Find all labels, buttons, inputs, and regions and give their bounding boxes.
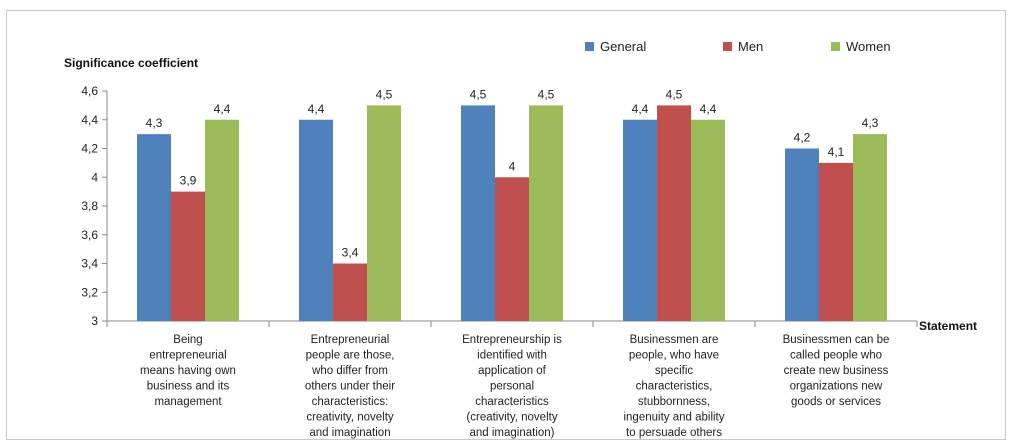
category-label: Entrepreneurship is identified with applic… [462,334,562,439]
data-label: 4,4 [700,102,717,116]
data-label: 4,5 [538,87,555,101]
legend: General Men Women [585,39,891,54]
category-label: Businessmen are people, who have specific c… [623,334,724,439]
data-label: 4,5 [666,87,683,101]
bar-women-5 [853,134,887,321]
bar-women-2 [367,105,401,321]
bar-general-4 [623,119,657,321]
bar-general-3 [461,105,495,321]
category-label: Businessmen can be called people who creat… [783,334,890,408]
data-label: 4 [509,159,516,173]
data-label: 4,5 [376,87,393,101]
bar-men-3 [495,177,529,321]
y-tick-label: 4,2 [81,142,98,156]
y-tick-label: 4,6 [81,84,98,98]
data-label: 3,4 [342,246,359,260]
bar-women-3 [529,105,563,321]
y-tick-label: 3,6 [81,228,98,242]
bar-men-2 [333,263,367,321]
data-label: 4,2 [794,131,811,145]
data-label: 4,3 [146,116,163,130]
data-label: 4,4 [308,102,325,116]
chart-frame: General Men Women Significance coefficient… [6,10,1006,440]
y-tick-label: 3,2 [81,285,98,299]
legend-label-women: Women [846,39,891,54]
data-label: 3,9 [180,174,197,188]
bar-men-4 [657,105,691,321]
bar-general-5 [785,148,819,321]
y-axis-title: Significance coefficient [64,56,198,70]
bars [137,105,887,321]
bar-general-2 [299,119,333,321]
bar-chart: General Men Women Significance coefficient… [64,39,977,439]
data-label: 4,4 [632,102,649,116]
bar-women-1 [205,119,239,321]
data-label: 4,4 [214,102,231,116]
category-label: Being entrepreneurial means having own busi… [140,334,236,408]
y-tick-label: 4 [91,170,98,184]
bar-men-5 [819,162,853,321]
data-label: 4,3 [862,116,879,130]
data-label: 4,5 [470,87,487,101]
legend-label-general: General [600,39,646,54]
bar-women-4 [691,119,725,321]
legend-label-men: Men [738,39,763,54]
y-tick-label: 4,4 [81,113,98,127]
axes: 3 3,2 3,4 3,6 3,8 4 4,2 4,4 4,6 [81,84,918,328]
bar-men-1 [171,191,205,321]
data-labels: 4,3 3,9 4,4 4,4 3,4 4,5 4,5 4 4,5 4,4 4,5 4,4 4,2 4,1… [146,87,879,259]
bar-general-1 [137,134,171,321]
legend-swatch-general [585,42,594,51]
legend-swatch-women [831,42,840,51]
x-axis-title: Statement [919,319,977,333]
y-tick-label: 3,4 [81,257,98,271]
y-tick-label: 3 [91,314,98,328]
y-tick-label: 3,8 [81,199,98,213]
category-label: Entrepreneurial people are those, who diff… [305,334,395,439]
category-labels: Being entrepreneurial means having own busi… [140,334,889,439]
data-label: 4,1 [828,145,845,159]
legend-swatch-men [723,42,732,51]
